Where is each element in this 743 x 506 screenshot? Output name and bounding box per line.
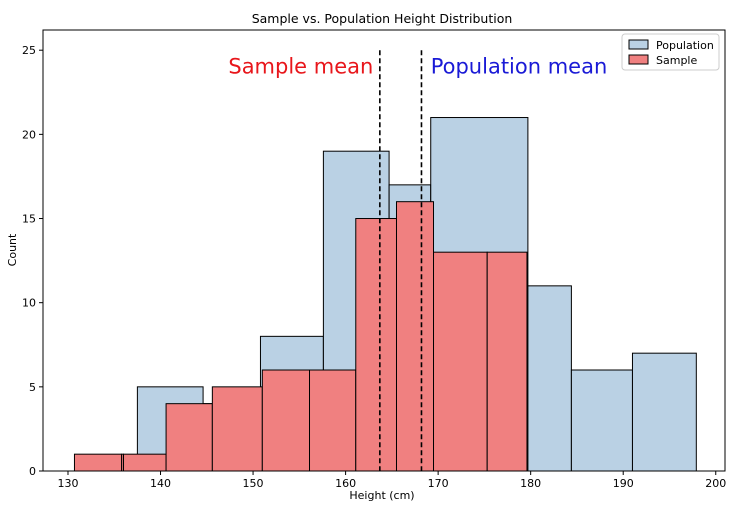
- sample-mean-label: Sample mean: [228, 54, 373, 78]
- sample-bar-0: [73, 453, 123, 472]
- x-tick-label: 170: [428, 477, 449, 490]
- sample-bar-2: [123, 453, 167, 472]
- sample-legend-label: Sample: [656, 54, 697, 67]
- population-bar-6: [527, 285, 572, 472]
- y-tick-label: 5: [29, 381, 36, 394]
- population-bar-7: [570, 369, 633, 472]
- sample-bar-5: [261, 369, 311, 472]
- sample-bar-10: [486, 251, 528, 472]
- x-tick-label: 200: [705, 477, 726, 490]
- mean-lines: [379, 50, 423, 471]
- x-tick-label: 130: [57, 477, 78, 490]
- y-tick-label: 20: [22, 128, 36, 141]
- y-axis-ticks: 0 5 10 15 20 25: [22, 44, 43, 478]
- sample-bar-4: [211, 386, 263, 472]
- plot-frame: [42, 29, 726, 472]
- population-mean-label: Population mean: [431, 54, 608, 78]
- x-axis-label: Height (cm): [349, 489, 414, 502]
- y-axis-label: Count: [6, 233, 19, 266]
- x-tick-label: 180: [520, 477, 541, 490]
- population-legend-swatch: [628, 39, 649, 50]
- x-tick-label: 190: [613, 477, 634, 490]
- x-tick-label: 150: [243, 477, 264, 490]
- y-tick-label: 10: [22, 297, 36, 310]
- x-tick-label: 140: [150, 477, 171, 490]
- x-axis-ticks: 130 140 150 160 170 180 190 200: [57, 471, 726, 490]
- sample-bars: [73, 201, 528, 472]
- sample-bar-3: [165, 403, 213, 472]
- x-tick-label: 160: [335, 477, 356, 490]
- sample-bar-9: [433, 251, 488, 472]
- y-tick-label: 25: [22, 44, 36, 57]
- y-tick-label: 15: [22, 213, 36, 226]
- population-legend-label: Population: [656, 39, 714, 52]
- legend: Population Sample: [621, 33, 720, 71]
- sample-bar-6: [309, 369, 357, 472]
- sample-bar-8: [395, 201, 435, 472]
- population-bar-8: [631, 352, 697, 472]
- sample-bar-7: [355, 218, 397, 472]
- y-tick-label: 0: [29, 465, 36, 478]
- mean-annotations: Sample mean Population mean: [228, 54, 607, 78]
- sample-legend-swatch: [628, 54, 649, 65]
- chart-title: Sample vs. Population Height Distributio…: [252, 11, 513, 26]
